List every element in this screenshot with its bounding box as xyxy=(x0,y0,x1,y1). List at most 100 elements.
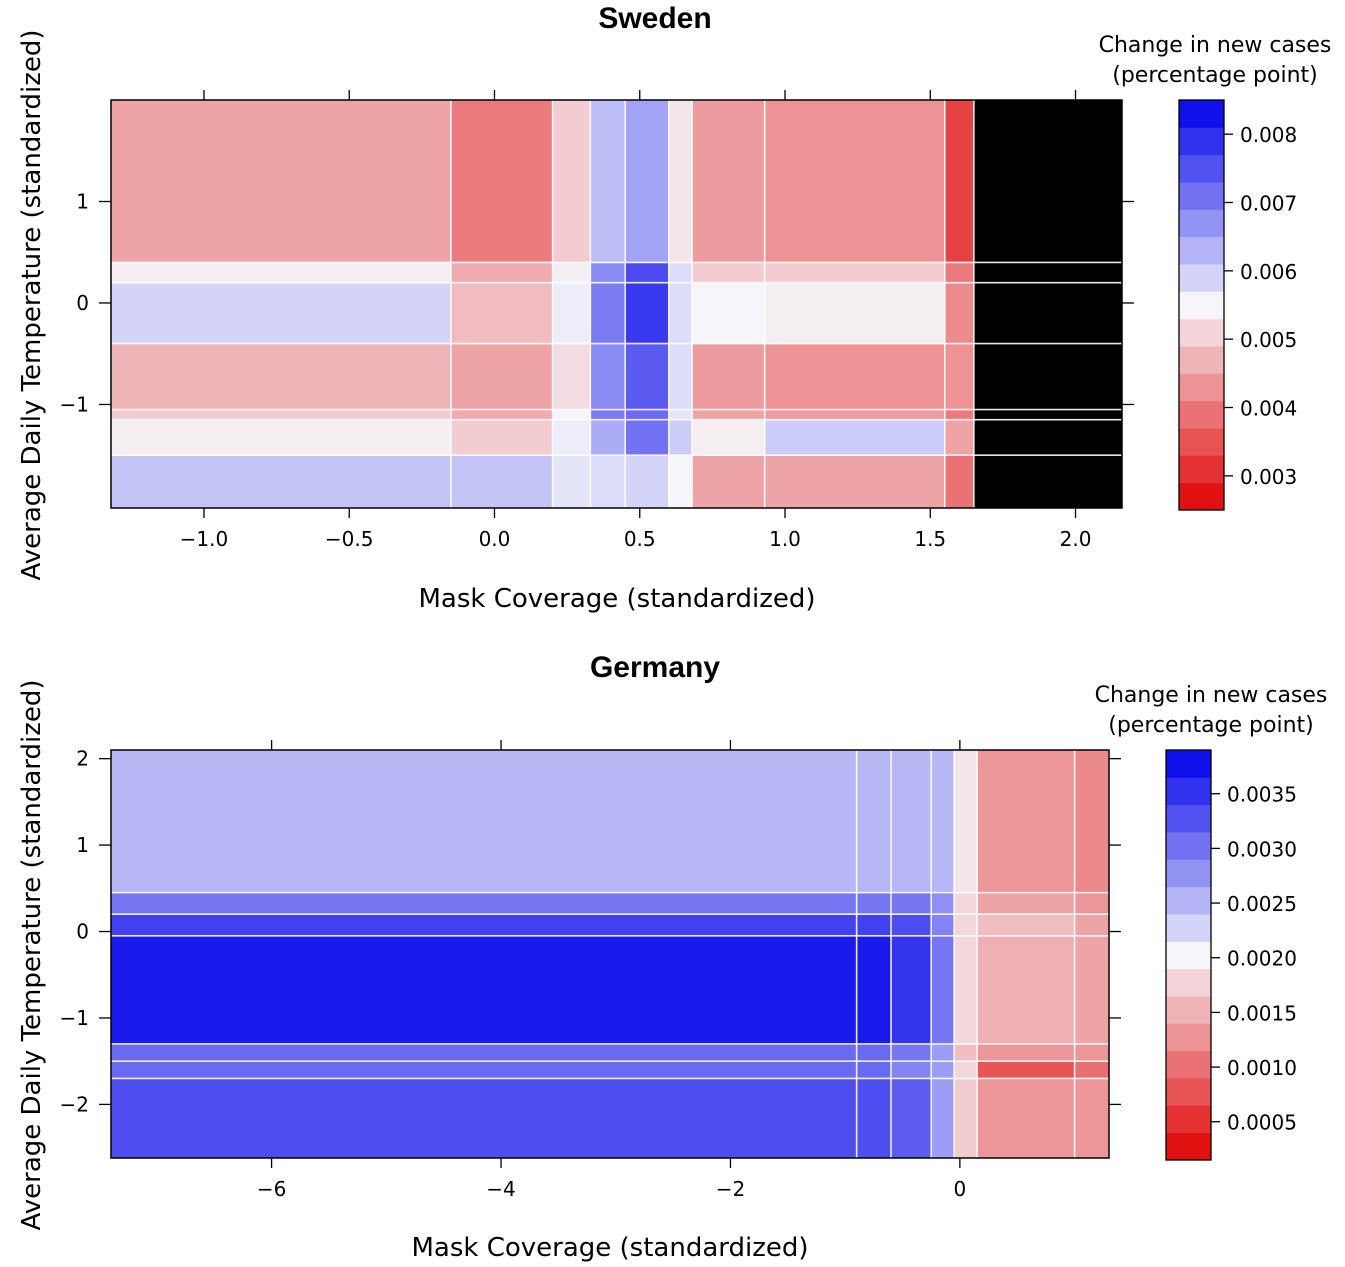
sweden-panel: Sweden −1.0 −0.5 0.0 0.5 1.0 1.5 2.0 −1 0 1 Mask… xyxy=(17,2,1331,614)
germany-plot-frame xyxy=(110,749,1110,1159)
colorbar-swatch xyxy=(1179,318,1224,347)
heatmap-cell xyxy=(891,1078,932,1158)
colorbar-swatch xyxy=(1166,968,1211,997)
heatmap-cell xyxy=(764,262,946,284)
colorbar-swatch xyxy=(1179,400,1224,429)
heatmap-cell xyxy=(668,455,693,508)
heatmap-cell xyxy=(111,409,452,421)
heatmap-cell xyxy=(954,892,978,915)
heatmap-cell xyxy=(1074,1061,1109,1080)
heatmap-cell xyxy=(625,282,670,345)
germany-colorbar: 0.0005 0.0010 0.0015 0.0020 0.0025 0.0030 0.00… xyxy=(1165,749,1297,1161)
y-tick-label: −2 xyxy=(60,1092,89,1116)
heatmap-cell xyxy=(891,935,932,1045)
sweden-plot-frame xyxy=(110,99,1123,509)
x-tick-label: 0.0 xyxy=(479,527,511,551)
colorbar-swatch xyxy=(1166,832,1211,860)
x-tick-label: 0.5 xyxy=(624,527,656,551)
heatmap-cell xyxy=(625,262,670,284)
heatmap-cell xyxy=(111,262,452,284)
heatmap-cell xyxy=(590,343,626,411)
heatmap-cell xyxy=(590,409,626,421)
heatmap-cell xyxy=(977,935,1076,1045)
heatmap-cell xyxy=(977,750,1076,894)
x-tick-label: −0.5 xyxy=(325,527,374,551)
heatmap-cell xyxy=(692,262,766,284)
heatmap-cell xyxy=(891,1043,932,1062)
heatmap-cell xyxy=(111,914,858,937)
y-tick-label: 1 xyxy=(76,833,89,857)
heatmap-cell xyxy=(590,262,626,284)
heatmap-cell xyxy=(891,914,932,937)
heatmap-cell xyxy=(111,282,452,345)
colorbar-tick-label: 0.0020 xyxy=(1227,947,1297,971)
heatmap-cell xyxy=(856,914,892,937)
heatmap-cell xyxy=(764,419,946,456)
colorbar-swatch xyxy=(1179,182,1224,210)
colorbar-swatch xyxy=(1179,154,1224,183)
heatmap-cell xyxy=(944,409,975,421)
colorbar-swatch xyxy=(1166,941,1211,970)
heatmap-cell xyxy=(552,343,591,411)
heatmap-cell xyxy=(977,1061,1076,1080)
heatmap-cell xyxy=(944,455,975,508)
x-tick-label: 1.5 xyxy=(914,527,946,551)
germany-x-axis-label: Mask Coverage (standardized) xyxy=(411,1233,808,1263)
sweden-y-axis: −1 0 1 xyxy=(60,189,1134,416)
heatmap-cell xyxy=(590,100,626,263)
heatmap-cell xyxy=(977,1078,1076,1158)
colorbar-tick-label: 0.0015 xyxy=(1227,1001,1297,1025)
heatmap-cell xyxy=(973,455,1122,508)
heatmap-cell xyxy=(668,409,693,421)
heatmap-cell xyxy=(111,750,858,894)
germany-y-axis: −2 −1 0 1 2 xyxy=(60,747,1121,1116)
heatmap-cell xyxy=(973,100,1122,263)
heatmap-cell xyxy=(944,419,975,456)
heatmap-cell xyxy=(856,892,892,915)
y-tick-label: 2 xyxy=(76,747,89,771)
heatmap-cell xyxy=(590,419,626,456)
heatmap-cell xyxy=(931,1078,955,1158)
heatmap-cell xyxy=(954,935,978,1045)
colorbar-tick-label: 0.0025 xyxy=(1227,892,1297,916)
germany-heatmap-cells xyxy=(111,750,1109,1158)
sweden-heatmap-cells xyxy=(111,100,1122,508)
germany-x-axis: −6 −4 −2 0 xyxy=(257,740,966,1201)
heatmap-cell xyxy=(973,343,1122,411)
colorbar-frame xyxy=(1178,99,1225,511)
heatmap-cell xyxy=(1074,750,1109,894)
colorbar-swatch xyxy=(1179,346,1224,374)
colorbar-swatch xyxy=(1166,914,1211,942)
x-tick-label: −6 xyxy=(257,1177,286,1201)
x-tick-label: 2.0 xyxy=(1060,527,1092,551)
colorbar-tick-label: 0.0030 xyxy=(1227,837,1297,861)
heatmap-cell xyxy=(625,409,670,421)
heatmap-cell xyxy=(1074,935,1109,1045)
heatmap-cell xyxy=(954,1078,978,1158)
heatmap-cell xyxy=(973,409,1122,421)
x-tick-label: −2 xyxy=(716,1177,745,1201)
sweden-contour-lines xyxy=(111,100,1122,508)
heatmap-cell xyxy=(856,750,892,894)
heatmap-cell xyxy=(111,1043,858,1062)
heatmap-cell xyxy=(764,455,946,508)
heatmap-cell xyxy=(977,892,1076,915)
heatmap-cell xyxy=(931,914,955,937)
sweden-colorbar-title-line1: Change in new cases xyxy=(1099,33,1332,58)
heatmap-cell xyxy=(954,1061,978,1080)
sweden-colorbar: 0.003 0.004 0.005 0.006 0.007 0.008 xyxy=(1178,99,1297,511)
colorbar-swatch xyxy=(1166,886,1211,915)
colorbar-tick-label: 0.0005 xyxy=(1227,1111,1297,1135)
heatmap-cell xyxy=(931,892,955,915)
heatmap-cell xyxy=(692,282,766,345)
heatmap-cell xyxy=(944,343,975,411)
heatmap-cell xyxy=(692,100,766,263)
heatmap-cell xyxy=(625,419,670,456)
heatmap-cell xyxy=(891,750,932,894)
colorbar-tick-label: 0.006 xyxy=(1240,260,1297,284)
heatmap-cell xyxy=(625,100,670,263)
heatmap-cell xyxy=(692,455,766,508)
heatmap-cell xyxy=(668,282,693,345)
heatmap-cell xyxy=(692,419,766,456)
